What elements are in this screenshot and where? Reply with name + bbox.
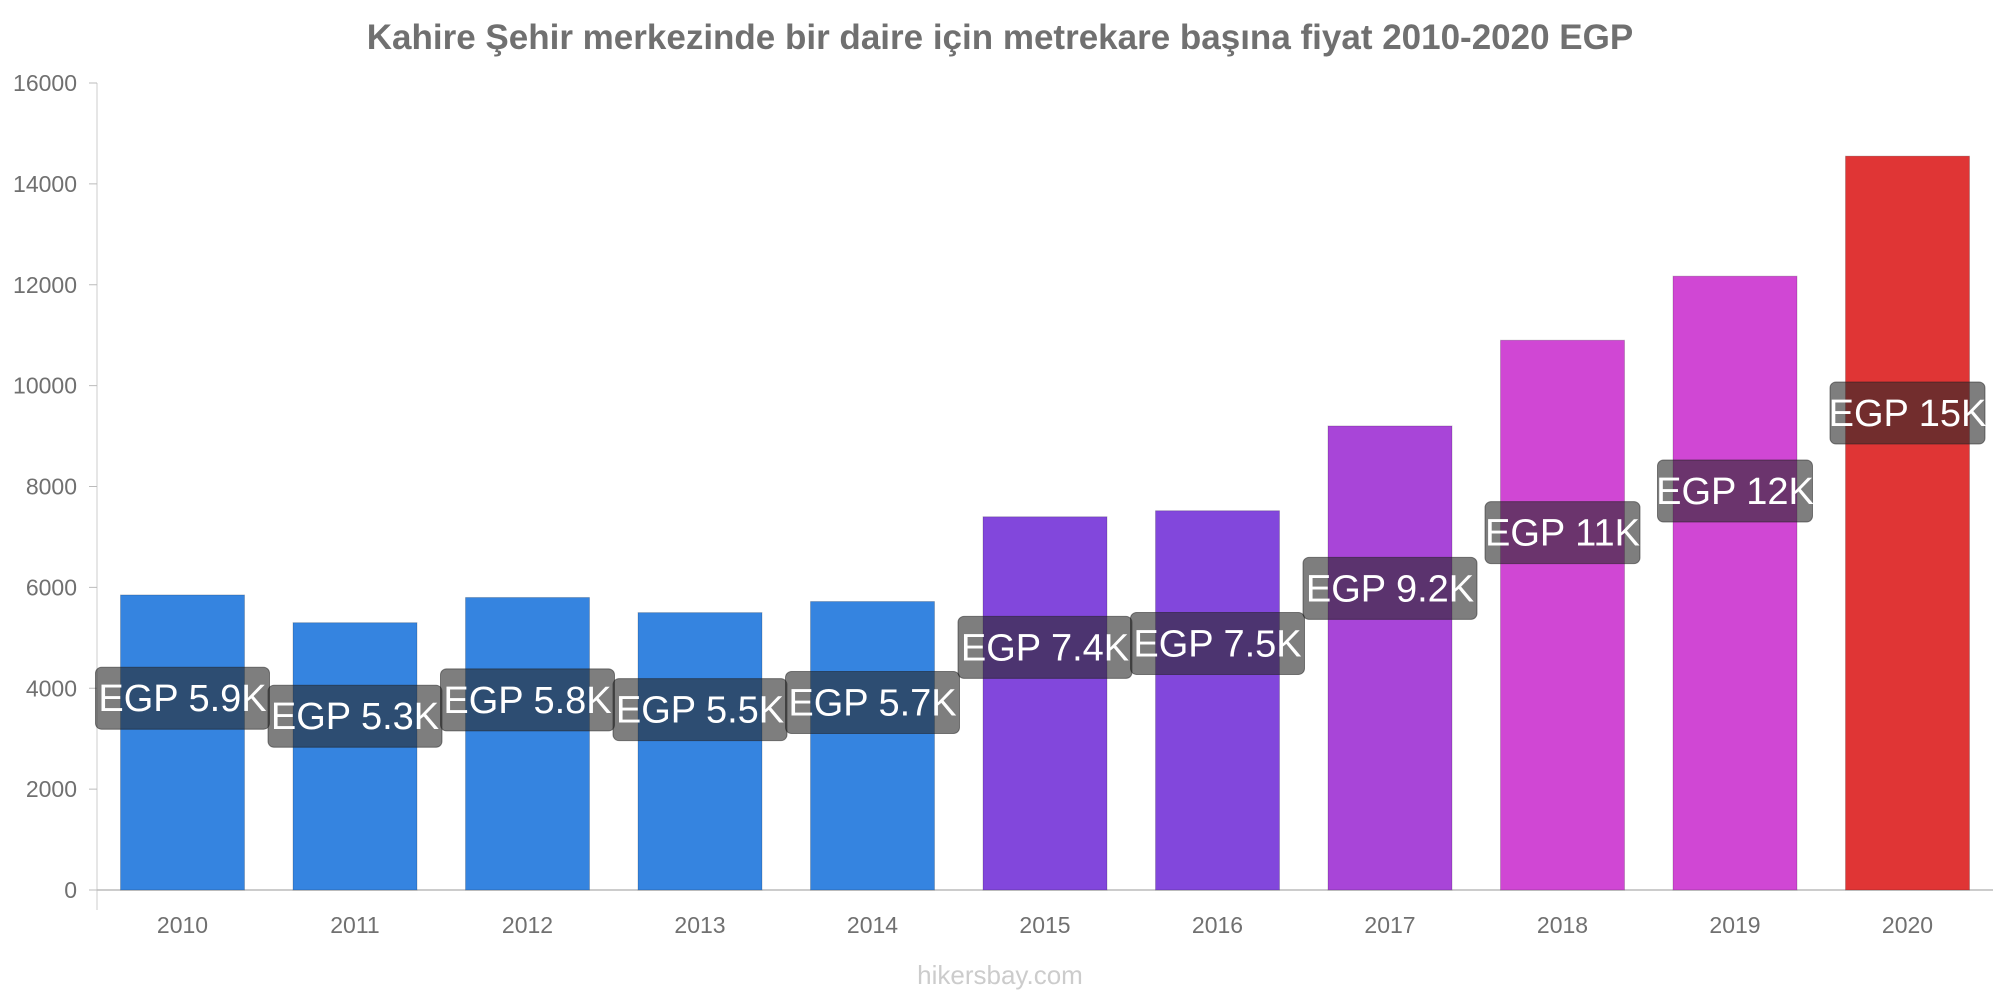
- x-tick-label: 2017: [1364, 912, 1415, 938]
- chart-title: Kahire Şehir merkezinde bir daire için m…: [366, 18, 1634, 57]
- y-tick-label: 12000: [13, 272, 77, 298]
- bar-2012: [465, 596, 590, 891]
- x-tick-label: 2019: [1709, 912, 1760, 938]
- data-label-2017: EGP 9.2K: [1302, 556, 1478, 620]
- data-label-text: EGP 5.8K: [443, 680, 611, 722]
- y-tick-label: 8000: [26, 474, 77, 500]
- x-tick-label: 2020: [1882, 912, 1933, 938]
- x-tick-label: 2012: [502, 912, 553, 938]
- bar-2011: [292, 622, 418, 891]
- bar-2019: [1672, 275, 1798, 891]
- data-label-box: [1130, 611, 1305, 675]
- data-label-text: EGP 5.3K: [271, 696, 439, 738]
- data-label-text: EGP 9.2K: [1306, 568, 1474, 610]
- bar-2016: [1155, 510, 1280, 891]
- bar-2013: [637, 612, 763, 891]
- watermark: hikersbay.com: [917, 960, 1083, 990]
- data-label-text: EGP 15K: [1829, 393, 1987, 435]
- data-label-text: EGP 5.7K: [788, 682, 956, 724]
- x-tick-label: 2014: [847, 912, 898, 938]
- data-label-text: EGP 11K: [1485, 513, 1640, 555]
- data-label-2020: EGP 15K: [1829, 381, 1987, 445]
- x-tick-label: 2013: [674, 912, 725, 938]
- data-label-box: [1829, 381, 1986, 445]
- bars: [120, 155, 1970, 891]
- data-label-box: [1484, 501, 1641, 565]
- data-label-2010: EGP 5.9K: [95, 666, 270, 730]
- y-tick-label: 6000: [26, 574, 77, 600]
- y-tick-label: 2000: [26, 776, 77, 802]
- data-label-text: EGP 12K: [1656, 471, 1814, 513]
- bar-2010: [120, 594, 245, 891]
- y-tick-label: 16000: [13, 70, 77, 96]
- data-labels: EGP 5.9K EGP 5.3K EGP 5.8K EGP 5.5K EGP 5.7K…: [95, 381, 1987, 748]
- x-tick-label: 2010: [157, 912, 208, 938]
- y-tick-label: 10000: [13, 373, 77, 399]
- data-label-2015: EGP 7.4K: [957, 615, 1133, 679]
- bar-2020: [1845, 155, 1970, 891]
- data-label-2016: EGP 7.5K: [1130, 611, 1305, 675]
- y-tick-label: 4000: [26, 675, 77, 701]
- y-tick-label: 0: [64, 877, 77, 903]
- data-label-text: EGP 5.5K: [616, 690, 784, 732]
- data-label-2012: EGP 5.8K: [440, 668, 615, 732]
- data-label-2019: EGP 12K: [1656, 459, 1814, 523]
- x-tick-label: 2016: [1192, 912, 1243, 938]
- data-label-box: [785, 670, 960, 734]
- data-label-2018: EGP 11K: [1484, 501, 1641, 565]
- bar-2014: [810, 600, 935, 891]
- bar-2015: [982, 516, 1108, 891]
- data-label-text: EGP 5.9K: [98, 678, 266, 720]
- data-label-box: [1302, 556, 1478, 620]
- data-label-box: [1657, 459, 1813, 523]
- data-label-text: EGP 7.4K: [961, 627, 1129, 669]
- bar-2017: [1327, 425, 1453, 891]
- x-tick-label: 2015: [1019, 912, 1070, 938]
- x-tick-label: 2018: [1537, 912, 1588, 938]
- y-tick-label: 14000: [13, 171, 77, 197]
- x-tick-label: 2011: [330, 912, 379, 938]
- data-label-2013: EGP 5.5K: [612, 678, 788, 742]
- bar-2018: [1500, 339, 1625, 891]
- data-label-text: EGP 7.5K: [1133, 623, 1301, 665]
- data-label-2011: EGP 5.3K: [267, 684, 443, 748]
- data-label-2014: EGP 5.7K: [785, 670, 960, 734]
